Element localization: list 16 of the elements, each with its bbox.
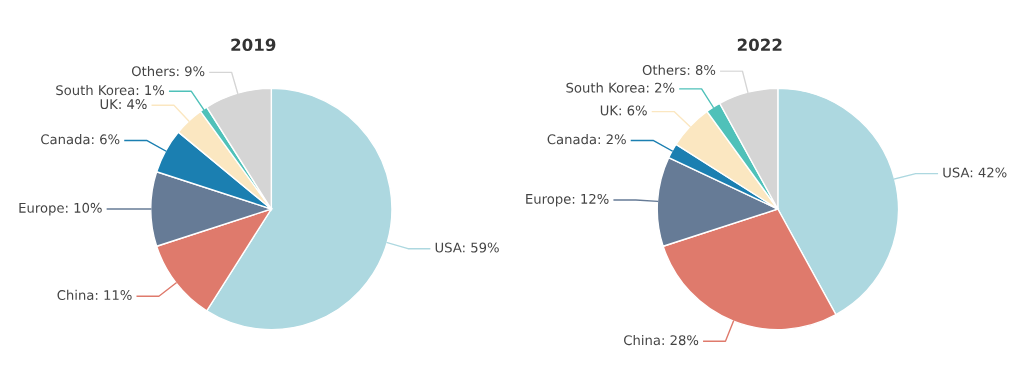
- slice-label: USA: 42%: [943, 167, 1007, 178]
- slice-label: Others: 9%: [131, 65, 205, 77]
- slice-label: China: 28%: [624, 334, 699, 346]
- slice-label: Others: 8%: [642, 64, 716, 75]
- slice-label: China: 11%: [57, 289, 132, 301]
- chart-title: 2019: [231, 38, 276, 52]
- slice-label: South Korea: 1%: [56, 84, 165, 96]
- slice-label: USA: 59%: [435, 242, 499, 253]
- slice-label: South Korea: 2%: [566, 82, 675, 93]
- slice-label: UK: 4%: [100, 99, 147, 110]
- chart-title: 2022: [737, 38, 782, 52]
- slice-label: Europe: 12%: [526, 193, 609, 207]
- slice-label: Canada: 2%: [547, 134, 626, 145]
- slice-label: Europe: 10%: [19, 202, 102, 216]
- slice-label: Canada: 6%: [41, 134, 120, 145]
- slice-label: UK: 6%: [600, 105, 647, 116]
